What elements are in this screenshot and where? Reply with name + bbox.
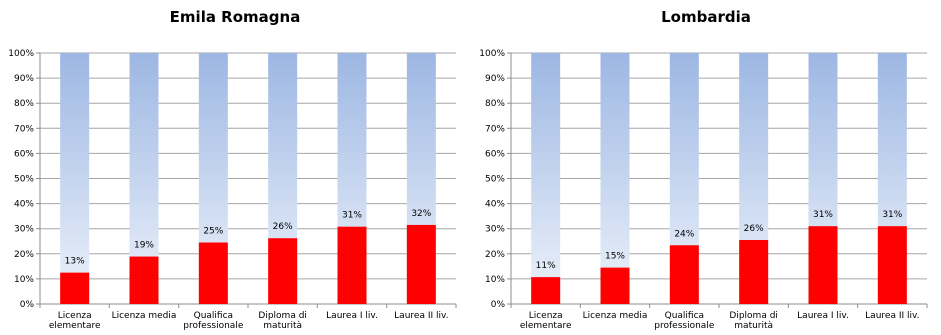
x-tick-label: Licenza media: [583, 311, 648, 321]
x-tick-label: Licenza elementare: [520, 311, 572, 331]
y-tick-label: 10%: [485, 275, 505, 285]
x-tick-label: Laurea II liv.: [394, 311, 448, 321]
x-tick-label: Laurea II liv.: [865, 311, 919, 321]
y-tick-label: 90%: [485, 74, 505, 84]
data-label: 31%: [882, 210, 902, 220]
data-label: 32%: [411, 209, 431, 219]
data-bar: [198, 242, 228, 304]
data-bar: [739, 239, 769, 304]
y-tick-label: 90%: [14, 74, 34, 84]
y-tick-label: 50%: [485, 175, 505, 185]
chart-panel-emilia-romagna: Emila Romagna 0% 10% 20% 30% 40% 50% 60% 70% 80%…: [0, 0, 470, 335]
background-bar: [600, 53, 630, 304]
x-tick-label: Laurea I liv.: [797, 311, 849, 321]
data-bar: [669, 245, 699, 304]
y-tick-label: 100%: [8, 49, 34, 59]
x-tick-label: Licenza elementare: [49, 311, 101, 331]
y-tick-label: 60%: [485, 149, 505, 159]
data-label: 13%: [65, 257, 85, 267]
data-bar: [406, 224, 436, 304]
y-tick-label: 100%: [479, 49, 505, 59]
data-bar: [268, 238, 298, 304]
data-label: 24%: [674, 229, 694, 239]
y-tick-label: 20%: [485, 250, 505, 260]
data-label: 15%: [605, 252, 625, 262]
x-tick-label: Qualifica professionale: [654, 311, 715, 331]
data-bar: [531, 277, 561, 304]
data-bar: [129, 256, 159, 304]
chart-title: Emila Romagna: [169, 8, 301, 26]
y-tick-label: 20%: [14, 250, 34, 260]
chart-title: Lombardia: [661, 8, 751, 26]
x-tick-label: Diploma di maturità: [729, 311, 778, 331]
x-tick-label: Laurea I liv.: [326, 311, 378, 321]
bar-chart: 0% 10% 20% 30% 40% 50% 60% 70% 80% 90% 100% 11% Lice…: [479, 49, 928, 331]
y-tick-label: 70%: [14, 124, 34, 134]
y-tick-label: 30%: [14, 225, 34, 235]
data-label: 31%: [813, 210, 833, 220]
background-bar: [531, 53, 561, 304]
y-tick-label: 80%: [14, 99, 34, 109]
data-bar: [600, 267, 630, 304]
x-tick-label: Diploma di maturità: [258, 311, 307, 331]
y-tick-label: 0%: [20, 300, 35, 310]
data-bar: [60, 272, 90, 304]
background-bar: [60, 53, 90, 304]
data-bar: [337, 226, 367, 304]
chart-panel-lombardia: Lombardia 0% 10% 20% 30% 40% 50% 60% 70% 80% 90% 1…: [471, 0, 941, 335]
x-tick-label: Licenza media: [112, 311, 177, 321]
data-bar: [808, 226, 838, 304]
x-tick-label: Qualifica professionale: [183, 311, 244, 331]
y-tick-label: 70%: [485, 124, 505, 134]
data-label: 25%: [203, 227, 223, 237]
y-tick-label: 80%: [485, 99, 505, 109]
y-tick-label: 60%: [14, 149, 34, 159]
y-tick-label: 30%: [485, 225, 505, 235]
bar-chart: 0% 10% 20% 30% 40% 50% 60% 70% 80% 90% 100% 13% Lice…: [8, 49, 457, 331]
y-tick-label: 50%: [14, 175, 34, 185]
data-bar: [877, 226, 907, 304]
y-tick-label: 40%: [14, 200, 34, 210]
y-tick-label: 40%: [485, 200, 505, 210]
y-tick-label: 10%: [14, 275, 34, 285]
data-label: 26%: [744, 224, 764, 234]
data-label: 11%: [536, 261, 556, 271]
data-label: 19%: [134, 241, 154, 251]
data-label: 26%: [273, 222, 293, 232]
data-label: 31%: [342, 211, 362, 221]
y-tick-label: 0%: [491, 300, 506, 310]
